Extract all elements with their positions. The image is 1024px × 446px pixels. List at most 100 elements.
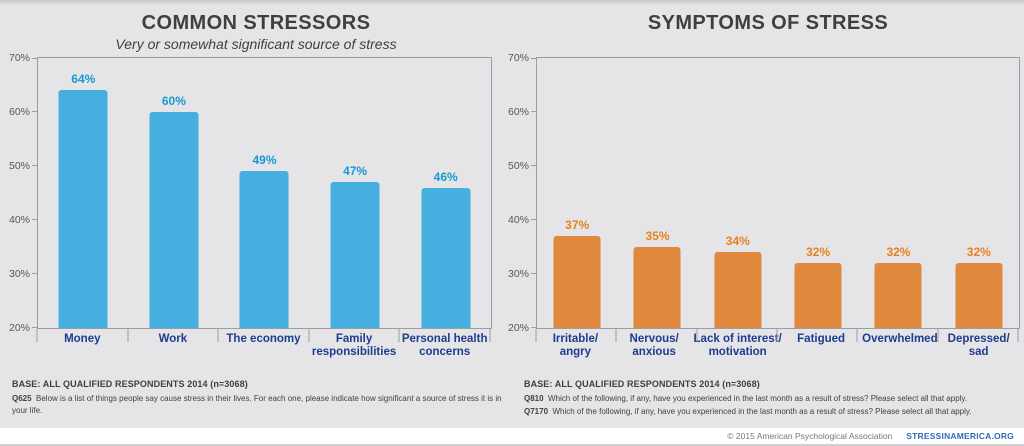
question-notes: Q625 Below is a list of things people sa… (12, 393, 512, 416)
bar-value-label: 64% (71, 72, 96, 86)
y-axis-tick-mark (531, 273, 537, 274)
category-label: Fatigued (797, 333, 846, 345)
symptoms-of-stress-bar-chart: 37% 35% 34% 32% 32% 32% 70% 60% 50% 40% 30% 20% Ir… (508, 52, 1024, 371)
category-axis: Irritable/ angry Nervous/ anxious Lack of … (535, 329, 1019, 359)
bar-cell: 32% (858, 58, 938, 328)
bar (421, 188, 471, 328)
y-axis-tick-label: 70% (8, 52, 30, 64)
bar-cell: 32% (778, 58, 858, 328)
bar-value-label: 46% (433, 170, 458, 184)
bar-cell: 60% (129, 58, 220, 328)
category-separator (127, 329, 129, 342)
y-axis-tick-label: 50% (8, 160, 30, 172)
y-axis-tick-mark (32, 58, 38, 59)
bar (58, 90, 108, 328)
bar-value-label: 60% (161, 94, 186, 108)
y-axis-tick-mark (531, 327, 537, 328)
category-separator (696, 329, 698, 342)
bar-cell: 32% (939, 58, 1019, 328)
bar-cell: 34% (698, 58, 778, 328)
plot-area: 37% 35% 34% 32% 32% 32% 70% 60% 50% 40% 30% 20% (508, 52, 1020, 334)
footnotes-left: BASE: ALL QUALIFIED RESPONDENTS 2014 (n=… (12, 379, 512, 416)
bar (955, 263, 1003, 328)
charts-row: COMMON STRESSORS Very or somewhat signif… (0, 5, 1024, 418)
category-label: Personal health concerns (401, 333, 488, 359)
symptoms-of-stress-panel: SYMPTOMS OF STRESS 37% 35% 34% 32% 32% 32% 70… (508, 5, 1024, 418)
y-axis-tick-label: 30% (507, 268, 529, 280)
category-separator (308, 329, 310, 342)
bar-cell: 37% (537, 58, 617, 328)
category-label: Work (158, 333, 188, 345)
category-axis: Money Work The economy Family responsibilit… (36, 329, 491, 359)
category-separator (217, 329, 219, 342)
bar (330, 182, 380, 328)
category-separator (398, 329, 400, 342)
top-edge-strip (0, 0, 1024, 5)
base-note: BASE: ALL QUALIFIED RESPONDENTS 2014 (n=… (524, 379, 760, 389)
category-separator (535, 329, 537, 342)
y-axis-tick-mark (531, 58, 537, 59)
category-label: Money (64, 333, 101, 345)
bar (794, 263, 842, 328)
copyright-text: © 2015 American Psychological Associatio… (727, 431, 893, 441)
y-axis-tick-mark (531, 165, 537, 166)
bar (239, 171, 289, 328)
category-separator (1017, 329, 1019, 342)
website-link[interactable]: STRESSINAMERICA.ORG (906, 431, 1014, 441)
category-label: Nervous/ anxious (629, 333, 679, 359)
bar (553, 236, 601, 328)
category-label: Family responsibilities (311, 333, 397, 359)
category-separator (615, 329, 617, 342)
bar-cell: 35% (617, 58, 697, 328)
y-axis-tick-mark (32, 165, 38, 166)
bar (874, 263, 922, 328)
question-note: Q625 Below is a list of things people sa… (12, 394, 502, 415)
category-label: The economy (226, 333, 301, 345)
bar-value-label: 35% (645, 229, 670, 243)
bar (714, 252, 762, 328)
y-axis-tick-mark (32, 273, 38, 274)
category-label: Overwhelmed (862, 333, 938, 345)
y-axis-tick-mark (32, 111, 38, 112)
category-separator (937, 329, 939, 342)
bar-cell: 47% (310, 58, 401, 328)
chart-title-common-stressors: COMMON STRESSORS (141, 12, 371, 34)
bar-value-label: 47% (343, 164, 368, 178)
y-axis-tick-mark (32, 327, 38, 328)
bar-value-label: 49% (252, 153, 277, 167)
y-axis-tick-mark (531, 111, 537, 112)
plot-area: 64% 60% 49% 47% 46% 70% 60% 50% 40% 30% 20% (9, 52, 492, 334)
bar-value-label: 34% (725, 234, 750, 248)
chart-title-symptoms-of-stress: SYMPTOMS OF STRESS (647, 12, 889, 34)
category-separator (776, 329, 778, 342)
bar-cell: 64% (38, 58, 129, 328)
footnotes-right: BASE: ALL QUALIFIED RESPONDENTS 2014 (n=… (524, 379, 1024, 417)
bar-cell: 49% (219, 58, 310, 328)
y-axis-tick-label: 30% (8, 268, 30, 280)
bar-value-label: 32% (886, 245, 911, 259)
bar-value-label: 37% (565, 218, 590, 232)
y-axis-tick-label: 40% (507, 214, 529, 226)
chart-subtitle: Very or somewhat significant source of s… (115, 36, 397, 52)
y-axis-tick-label: 40% (8, 214, 30, 226)
category-separator (489, 329, 491, 342)
y-axis-tick-label: 60% (8, 106, 30, 118)
common-stressors-panel: COMMON STRESSORS Very or somewhat signif… (0, 5, 512, 418)
y-axis-tick-label: 50% (507, 160, 529, 172)
y-axis-tick-mark (531, 219, 537, 220)
y-axis-tick-label: 20% (8, 322, 30, 334)
bar (633, 247, 681, 328)
footer-bar: © 2015 American Psychological Associatio… (0, 428, 1024, 446)
category-separator (856, 329, 858, 342)
y-axis-tick-mark (32, 219, 38, 220)
category-label: Depressed/ sad (947, 333, 1010, 359)
category-label: Irritable/ angry (552, 333, 599, 359)
question-note: Q7170 Which of the following, if any, ha… (524, 406, 972, 416)
chart-subtitle-empty (512, 35, 1024, 53)
common-stressors-bar-chart: 64% 60% 49% 47% 46% 70% 60% 50% 40% 30% 20% Money… (0, 52, 512, 371)
question-notes: Q810 Which of the following, if any, hav… (524, 393, 1024, 417)
y-axis-tick-label: 60% (507, 106, 529, 118)
bar-cell: 46% (400, 58, 491, 328)
category-label: Lack of interest/ motivation (693, 333, 782, 359)
